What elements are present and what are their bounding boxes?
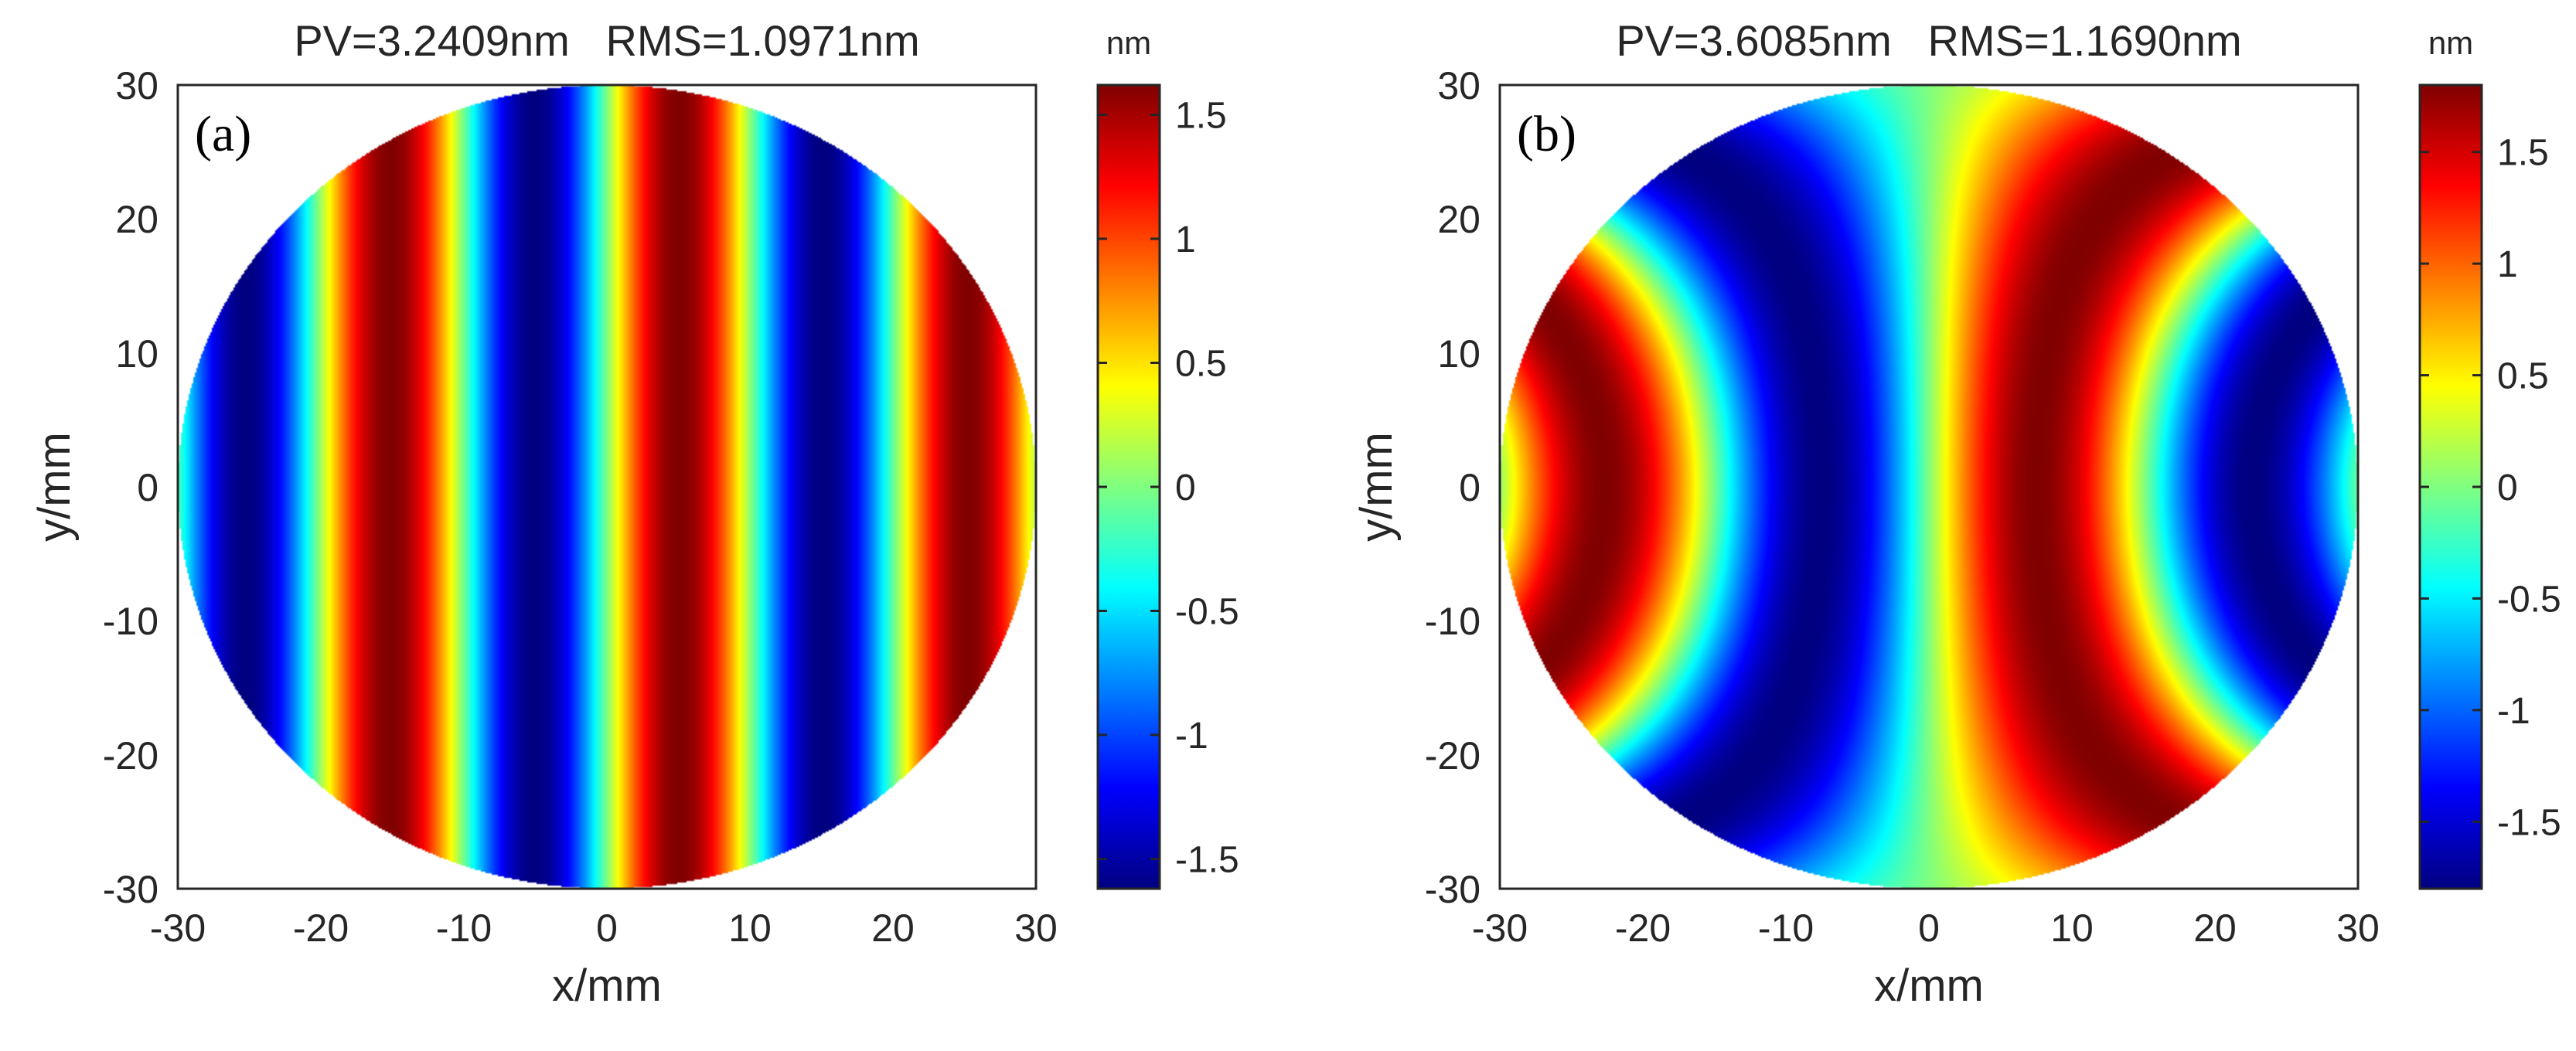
panel-a-colorbar-tick-label: 1.5 [1175,96,1227,137]
panel-b-y-tick: -20 [1425,734,1481,777]
panel-a-title: PV=3.2409nm RMS=1.0971nm [294,16,919,65]
panel-b-colorbar-ticks: -1.5 -1 -0.5 0 0.5 1 1.5 [2420,133,2561,843]
panel-a-colorbar: nm -1.5 -1 -0.5 0 0.5 1 1.5 [1096,25,1239,890]
panel-b-colorbar-tick-label: 0.5 [2497,356,2549,397]
panel-b-plot-area [1498,83,2360,890]
panel-a-colorbar-tick-label: 0.5 [1175,344,1227,385]
panel-b-y-tick: 10 [1437,332,1481,376]
panel-a-colorbar-tick-label: 0 [1175,468,1196,508]
panel-a-colorbar-unit: nm [1106,25,1151,61]
panel-a-y-axis-label: y/mm [29,432,80,542]
panel-a-y-tick: -30 [103,868,158,911]
panel-a-x-tick: 10 [728,906,772,950]
panel-a-x-tick: 0 [596,906,618,950]
panel-a-x-tick: -10 [436,906,492,950]
panel-a-x-tick: -20 [293,906,349,950]
panel-a-axes-box [176,83,1038,890]
panel-b-x-tick: -10 [1758,906,1814,950]
panel-a-x-tick: -30 [150,906,206,950]
panel-a-x-axis-label: x/mm [552,961,662,1011]
panel-b-y-tick: -30 [1425,868,1481,911]
panel-a-colorbar-tick-label: -1.5 [1175,839,1239,880]
panel-a-colorbar-ticks: -1.5 -1 -0.5 0 0.5 1 1.5 [1098,96,1239,880]
panel-b-tag: (b) [1517,106,1576,162]
panel-a-colorbar-tick-label: 1 [1175,219,1196,260]
panel-b-heatmap-surface [1500,85,2358,889]
panel-b-y-axis-label: y/mm [1351,432,1402,542]
panel-a-colorbar-tick-label: -1 [1175,716,1208,757]
panel-b-colorbar-tick-label: 0 [2497,468,2518,508]
panel-a-y-tick: -10 [103,600,158,643]
panel-a-plot-area [176,83,1038,890]
panel-b-x-tick: 30 [2336,906,2380,950]
panel-b-colorbar-tick-label: -1 [2497,691,2530,732]
panel-a-y-tick: 10 [115,332,158,376]
panel-b-y-tick: -10 [1425,600,1481,643]
panel-b-colorbar-tick-label: -1.5 [2497,802,2561,843]
panel-a-y-tick: 20 [115,198,158,241]
panel-b-y-tick: 20 [1437,198,1481,241]
panel-b-colorbar-tick-label: 1.5 [2497,133,2549,174]
panel-b-y-tick: 30 [1437,64,1481,107]
panel-b-colorbar: nm -1.5 -1 -0.5 0 0.5 1 1.5 [2418,25,2561,890]
panel-a-y-tick: -20 [103,734,158,777]
panel-b-y-tick: 0 [1459,466,1481,509]
panel-a-tag: (a) [195,106,251,162]
panel-a-heatmap-surface [178,85,1036,889]
panel-a: PV=3.2409nm RMS=1.0971nm (a) -30 -20 -10… [29,16,1239,1011]
panel-a-y-ticks: 30 20 10 0 -10 -20 -30 [103,64,158,911]
panel-b: PV=3.6085nm RMS=1.1690nm (b) -30 -20 -10… [1351,16,2561,1011]
panel-b-colorbar-unit: nm [2428,25,2473,61]
panel-b-colorbar-tick-label: 1 [2497,244,2518,285]
panel-a-x-tick: 20 [871,906,915,950]
panel-b-x-tick: 0 [1918,906,1940,950]
panel-a-colorbar-tick-label: -0.5 [1175,591,1239,632]
panel-a-x-tick: 30 [1014,906,1058,950]
panel-b-x-tick: 20 [2193,906,2237,950]
panel-b-x-axis-label: x/mm [1874,961,1984,1011]
panel-b-colorbar-tick-label: -0.5 [2497,579,2561,620]
panel-b-y-ticks: 30 20 10 0 -10 -20 -30 [1425,64,1481,911]
panel-a-colorbar-gradient [1096,83,1161,890]
panel-a-y-tick: 30 [115,64,158,107]
panel-b-x-ticks: -30 -20 -10 0 10 20 30 [1472,906,2380,950]
panel-a-x-ticks: -30 -20 -10 0 10 20 30 [150,906,1058,950]
panel-b-x-tick: -20 [1615,906,1671,950]
panel-a-y-tick: 0 [137,466,158,509]
panel-b-title: PV=3.6085nm RMS=1.1690nm [1616,16,2241,65]
panel-b-x-tick: 10 [2050,906,2094,950]
panel-b-axes-box [1498,83,2360,890]
panel-b-x-tick: -30 [1472,906,1528,950]
